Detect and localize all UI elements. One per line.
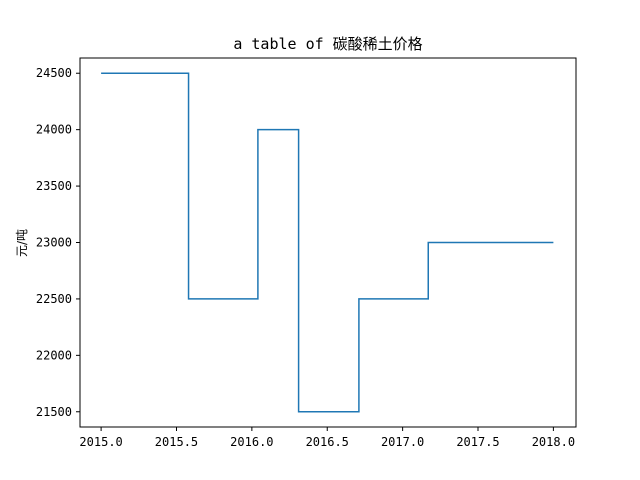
y-tick-label: 22000 <box>36 348 72 362</box>
x-tick-label: 2017.5 <box>456 435 499 449</box>
y-tick-label: 24500 <box>36 66 72 80</box>
y-tick-label: 23000 <box>36 236 72 250</box>
y-tick-label: 22500 <box>36 292 72 306</box>
chart-title: a table of 碳酸稀土价格 <box>233 35 422 53</box>
x-tick-label: 2016.0 <box>230 435 273 449</box>
plot-frame <box>79 57 577 428</box>
y-tick-label: 24000 <box>36 123 72 137</box>
x-tick-label: 2015.5 <box>155 435 198 449</box>
x-axis-ticks: 2015.0 2015.5 2016.0 2016.5 2017.0 2017.5 2018… <box>79 427 575 449</box>
x-tick-label: 2018.0 <box>532 435 575 449</box>
series-layer <box>101 72 554 413</box>
y-tick-label: 23500 <box>36 179 72 193</box>
x-tick-label: 2017.0 <box>381 435 424 449</box>
x-tick-label: 2015.0 <box>79 435 122 449</box>
series-line <box>101 72 554 413</box>
y-tick-label: 21500 <box>36 405 72 419</box>
y-axis-ticks: 21500 22000 22500 23000 23500 24000 24500 <box>36 66 80 419</box>
y-axis-label: 元/吨 <box>15 229 29 257</box>
x-tick-label: 2016.5 <box>306 435 349 449</box>
